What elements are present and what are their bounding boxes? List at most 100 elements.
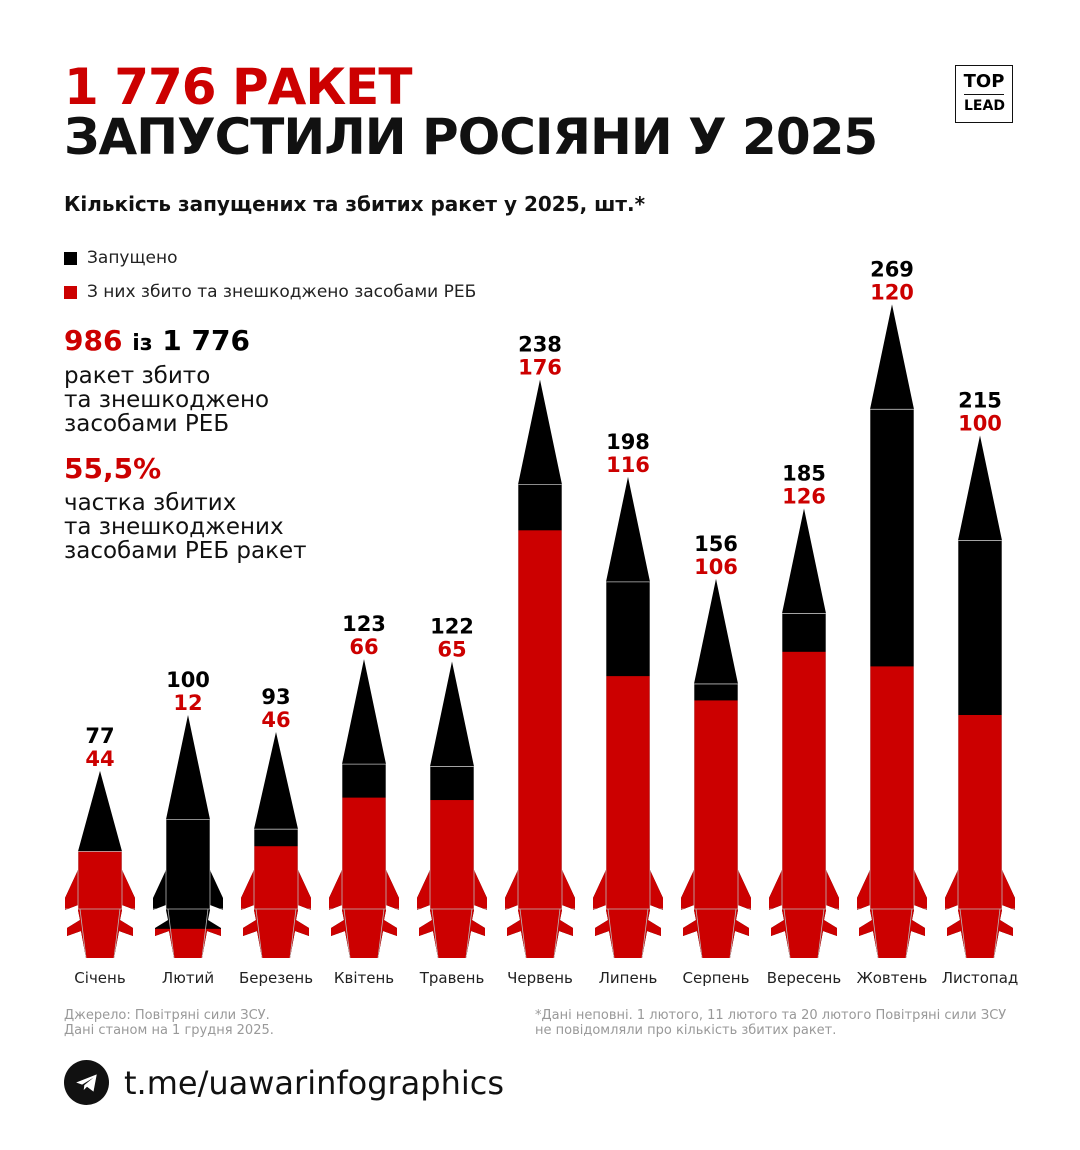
stat-shot-value: 986 [64, 324, 123, 357]
month-label: Вересень [767, 969, 841, 987]
destroyed-label: 100 [958, 412, 1002, 436]
month-label: Липень [599, 969, 658, 987]
desc-line: засобами РЕБ [64, 411, 230, 437]
month-label: Червень [507, 969, 573, 987]
destroyed-label: 44 [85, 747, 114, 771]
desc-line: ракет збито [64, 363, 211, 389]
launched-label: 77 [85, 724, 114, 748]
rocket-0 [65, 770, 135, 958]
month-label: Лютий [162, 969, 214, 987]
destroyed-label: 126 [782, 484, 826, 508]
telegram-link[interactable]: t.me/uawarinfographics [64, 1060, 504, 1105]
rocket-line [113, 908, 121, 958]
rocket-line [993, 908, 1001, 958]
destroyed-label: 116 [606, 453, 650, 477]
legend-swatch-black [64, 251, 77, 265]
rocket-6 [593, 476, 663, 958]
title-line1: 1 776 РАКЕТ [64, 58, 412, 116]
destroyed-label: 65 [437, 638, 466, 662]
month-label: Жовтень [857, 969, 928, 987]
rocket-line [553, 908, 561, 958]
launched-label: 100 [166, 668, 210, 692]
source-line: Дані станом на 1 грудня 2025. [64, 1023, 274, 1038]
rocket-line [729, 908, 737, 958]
destroyed-bar [65, 851, 135, 958]
destroyed-label: 176 [518, 356, 562, 380]
launched-label: 215 [958, 389, 1002, 413]
month-label: Серпень [683, 969, 750, 987]
launched-label: 198 [606, 430, 650, 454]
rocket-line [959, 908, 967, 958]
stat-total: 1 776 [162, 324, 250, 357]
footnote-line: *Дані неповні. 1 лютого, 11 лютого та 20… [535, 1008, 1007, 1023]
destroyed-label: 66 [349, 635, 378, 659]
launched-label: 123 [342, 612, 386, 636]
launched-label: 122 [430, 615, 474, 639]
rocket-line [695, 908, 703, 958]
telegram-icon [64, 1060, 109, 1105]
desc-line: частка збитих [64, 490, 237, 516]
destroyed-bar [681, 700, 751, 958]
source-note: Джерело: Повітряні сили ЗСУ. Дані станом… [64, 1008, 274, 1038]
rocket-line [289, 908, 297, 958]
rocket-line [79, 908, 87, 958]
rocket-line [641, 908, 649, 958]
destroyed-bar [769, 651, 839, 958]
desc-line: та знешкоджено [64, 387, 270, 413]
rocket-8 [769, 508, 839, 958]
stat-shot: 986 із 1 776 [64, 324, 250, 357]
rocket-line [817, 908, 825, 958]
rocket-line [871, 908, 879, 959]
rocket-9 [857, 304, 927, 959]
rocket-line [607, 908, 615, 958]
rocket-line [167, 908, 175, 958]
destroyed-label: 120 [870, 280, 914, 304]
month-label: Січень [74, 969, 125, 987]
launched-label: 269 [870, 257, 914, 281]
launched-label: 156 [694, 532, 738, 556]
rocket-line [255, 908, 263, 958]
footnote: *Дані неповні. 1 лютого, 11 лютого та 20… [535, 1008, 1006, 1038]
destroyed-label: 12 [173, 691, 202, 715]
rocket-line [377, 908, 385, 958]
destroyed-label: 106 [694, 555, 738, 579]
rocket-line [905, 908, 913, 959]
stat-percent: 55,5% [64, 452, 162, 485]
rocket-7 [681, 578, 751, 958]
chart-subtitle: Кількість запущених та збитих ракет у 20… [64, 192, 646, 216]
destroyed-bar [329, 797, 399, 958]
legend-swatch-red [64, 285, 77, 299]
month-label: Березень [239, 969, 313, 987]
destroyed-bar [857, 666, 927, 958]
rocket-line [465, 908, 473, 958]
rocket-2 [241, 732, 311, 958]
rocket-5 [505, 379, 575, 958]
logo-bottom: LEAD [964, 94, 1005, 114]
legend-label: З них збито та знешкоджено засобами РЕБ [87, 282, 477, 302]
stat-shot-desc: ракет збито та знешкоджено засобами РЕБ [64, 364, 269, 436]
month-label: Травень [419, 969, 485, 987]
month-label: Квітень [334, 969, 394, 987]
month-label: Листопад [942, 969, 1019, 987]
rocket-10 [945, 435, 1015, 958]
legend-destroyed: З них збито та знешкоджено засобами РЕБ [64, 282, 476, 302]
desc-line: та знешкоджених [64, 514, 284, 540]
rocket-chart: 7744Січень10012Лютий9346Березень12366Кві… [65, 257, 1019, 987]
rocket-3 [329, 659, 399, 958]
launched-bar [153, 715, 223, 958]
launched-label: 93 [261, 685, 290, 709]
launched-label: 238 [518, 333, 562, 357]
rocket-4 [417, 661, 487, 958]
destroyed-bar [945, 715, 1015, 958]
source-line: Джерело: Повітряні сили ЗСУ. [64, 1008, 270, 1023]
launched-label: 185 [782, 461, 826, 485]
legend-label: Запущено [87, 248, 178, 268]
destroyed-bar [505, 530, 575, 958]
top-lead-logo: TOP LEAD [955, 65, 1013, 123]
footnote-line: не повідомляли про кількість збитих раке… [535, 1023, 837, 1038]
logo-top: TOP [963, 71, 1005, 92]
legend-launched: Запущено [64, 248, 177, 268]
destroyed-label: 46 [261, 708, 290, 732]
title-line2: ЗАПУСТИЛИ РОСІЯНИ У 2025 [64, 108, 878, 166]
